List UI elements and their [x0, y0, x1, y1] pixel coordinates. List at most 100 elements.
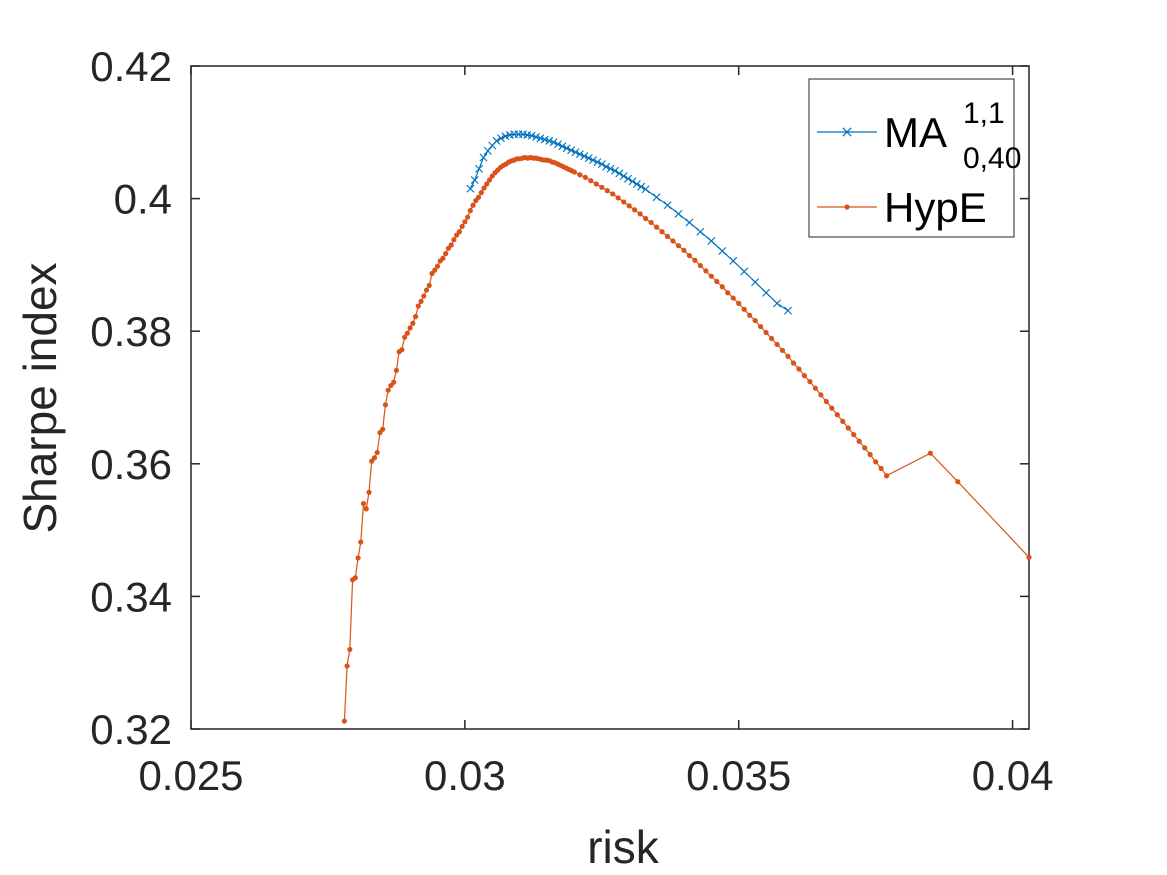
data-point [532, 132, 541, 141]
data-point [443, 251, 449, 257]
y-axis-label: Sharpe index [14, 262, 66, 533]
data-point [344, 663, 350, 669]
data-point [597, 160, 606, 169]
data-point [355, 555, 361, 561]
legend-box [808, 78, 1015, 238]
data-point [399, 347, 405, 353]
data-point [740, 267, 749, 276]
data-point [624, 174, 633, 183]
data-point [391, 379, 397, 385]
data-point [599, 184, 605, 190]
x-tick-label: 0.025 [138, 752, 243, 799]
axis-ticks [190, 65, 1029, 730]
data-point [553, 140, 562, 149]
legend: MA 1,1 0,40 HypE [808, 78, 1021, 238]
data-point [637, 182, 646, 191]
data-point [486, 177, 493, 183]
data-point [360, 500, 367, 507]
data-point [432, 267, 438, 273]
data-point [475, 164, 484, 173]
data-point [358, 539, 364, 545]
legend-marker-hype [844, 204, 850, 210]
data-point [470, 176, 479, 185]
data-point [497, 134, 505, 143]
data-point [593, 181, 599, 187]
data-point [341, 718, 347, 724]
data-point [840, 418, 846, 424]
data-point [741, 306, 747, 312]
data-point [407, 325, 413, 331]
data-point [545, 136, 554, 145]
data-point [466, 184, 475, 193]
data-point [448, 242, 454, 248]
data-point [845, 425, 851, 431]
data-point [456, 229, 462, 235]
data-point [774, 341, 780, 348]
data-point [540, 135, 549, 144]
data-point [718, 246, 727, 255]
data-point [479, 153, 488, 162]
data-point [763, 329, 769, 336]
data-point [785, 353, 791, 359]
data-point [571, 148, 580, 157]
data-point [851, 432, 857, 438]
data-point [382, 402, 389, 408]
legend-label-ma: MA [884, 109, 947, 156]
data-point [492, 136, 501, 145]
data-point [451, 237, 457, 243]
data-point [681, 247, 687, 253]
data-point [653, 224, 660, 230]
data-point [692, 257, 698, 263]
data-point [873, 459, 879, 465]
data-point [575, 150, 584, 159]
data-point [801, 373, 808, 379]
data-point [621, 199, 627, 205]
data-point [643, 215, 649, 222]
data-point [796, 366, 802, 372]
data-point [752, 317, 758, 324]
data-point [652, 193, 661, 202]
x-tick-label: 0.035 [686, 752, 791, 799]
x-axis-label: risk [587, 821, 660, 873]
data-point [628, 177, 637, 186]
data-point [784, 306, 792, 315]
data-point [883, 473, 890, 479]
data-point [481, 185, 487, 191]
data-point [641, 185, 650, 194]
data-point [648, 219, 654, 226]
data-point [927, 450, 934, 456]
data-point [478, 190, 484, 196]
data-point [747, 312, 753, 318]
series-markers-hype [341, 154, 1032, 724]
data-point [363, 506, 369, 512]
data-point [725, 290, 731, 296]
data-point [374, 449, 380, 456]
data-point [615, 195, 621, 201]
data-point [674, 209, 683, 218]
data-point [602, 162, 611, 171]
data-point [714, 278, 720, 285]
data-point [670, 238, 676, 244]
data-point [719, 284, 725, 290]
data-point [558, 142, 567, 151]
data-point [423, 287, 430, 293]
data-point [807, 378, 813, 385]
data-point [773, 299, 782, 308]
data-point [862, 445, 868, 451]
data-point [829, 405, 835, 411]
data-point [434, 263, 441, 269]
data-point [562, 144, 571, 153]
data-point [703, 268, 709, 274]
data-point [352, 575, 358, 581]
data-point [580, 152, 589, 161]
data-point [632, 180, 641, 189]
data-point [464, 214, 471, 220]
data-point [659, 229, 665, 235]
data-point [426, 282, 432, 289]
data-point [736, 300, 742, 306]
data-point [588, 178, 594, 184]
y-tick-label: 0.4 [114, 176, 172, 223]
data-point [404, 330, 410, 336]
data-point [483, 146, 492, 155]
